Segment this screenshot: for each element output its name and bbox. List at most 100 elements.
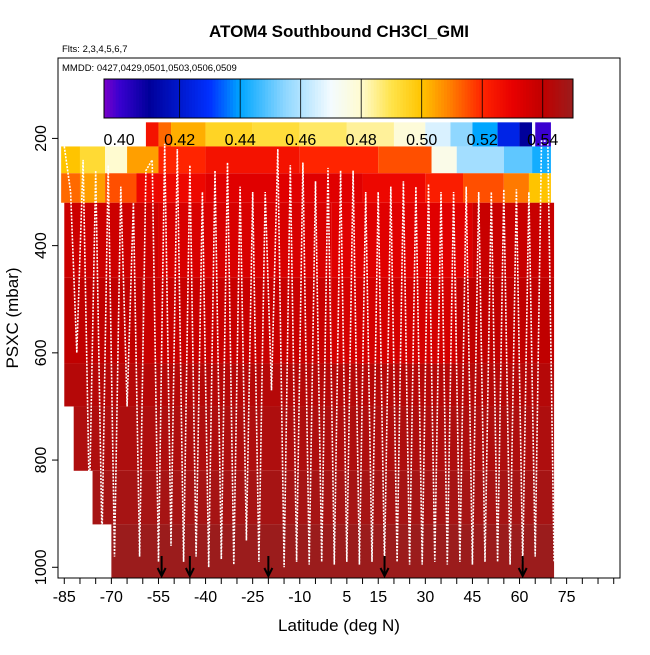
colorbar-swatch	[153, 79, 158, 118]
colorbar-swatch	[347, 79, 351, 118]
colorbar-frame	[103, 78, 574, 119]
colorbar-swatch	[511, 79, 515, 118]
colorbar-tick-label: 0.54	[527, 132, 558, 149]
colorbar-swatch	[476, 79, 480, 118]
heatmap-cell	[105, 146, 128, 174]
colorbar-swatch	[391, 79, 395, 118]
colorbar-swatch	[309, 79, 313, 118]
heatmap-cell	[299, 146, 379, 174]
colorbar-swatch	[300, 79, 304, 118]
colorbar-swatch	[194, 79, 199, 118]
colorbar-swatch	[335, 79, 339, 118]
x-tick-label: 60	[511, 589, 529, 606]
colorbar-swatch	[297, 79, 301, 118]
colorbar-swatch	[496, 79, 501, 118]
chart-title: ATOM4 Southbound CH3Cl_GMI	[209, 22, 469, 41]
colorbar-swatch	[282, 79, 287, 118]
heatmap-cell	[111, 524, 555, 578]
colorbar-swatch	[490, 79, 495, 118]
colorbar-swatch	[455, 79, 460, 118]
colorbar-swatch	[426, 79, 430, 118]
arrow-markers	[156, 556, 528, 579]
heatmap-cells	[61, 122, 555, 578]
y-tick-label: 1000	[33, 549, 50, 585]
colorbar-swatch	[265, 79, 269, 118]
colorbar-swatch	[356, 79, 360, 118]
colorbar-swatch	[353, 79, 357, 118]
x-tick-label: -10	[288, 589, 311, 606]
y-axis-label: PSXC (mbar)	[3, 267, 22, 368]
colorbar-swatch	[209, 79, 213, 118]
colorbar-swatch	[570, 79, 574, 118]
heatmap-cell	[205, 146, 300, 174]
colorbar-swatch	[429, 79, 433, 118]
colorbar-swatch	[482, 79, 486, 118]
colorbar-swatch	[452, 79, 457, 118]
colorbar-swatch	[259, 79, 263, 118]
colorbar-swatch	[505, 79, 509, 118]
colorbar-swatch	[376, 79, 380, 118]
x-tick-label: -40	[194, 589, 217, 606]
heatmap-cell	[61, 146, 80, 174]
colorbar-swatch	[485, 79, 489, 118]
colorbar-swatch	[291, 79, 295, 118]
colorbar-swatch	[104, 79, 108, 118]
colorbar-swatch	[561, 79, 565, 118]
heatmap-cell	[519, 122, 533, 147]
flight-profile-layer	[63, 140, 555, 568]
colorbar-swatch	[115, 79, 120, 118]
heatmap-cell	[205, 122, 253, 147]
colorbar-swatch	[218, 79, 222, 118]
colorbar-swatch	[370, 79, 375, 118]
x-axis-label: Latitude (deg N)	[278, 616, 400, 635]
colorbar-swatch	[121, 79, 125, 118]
colorbar-swatch	[253, 79, 257, 118]
colorbar-swatch	[350, 79, 354, 118]
colorbar-swatch	[329, 79, 334, 118]
colorbar-swatch	[531, 79, 536, 118]
heatmap-cell	[472, 122, 498, 147]
heatmap-cell	[450, 122, 473, 147]
heatmap-cell	[463, 173, 504, 203]
colorbar-swatch	[139, 79, 143, 118]
colorbar-swatch	[338, 79, 342, 118]
colorbar-tick-label: 0.50	[406, 132, 437, 149]
heatmap-cell	[497, 122, 520, 147]
colorbar-swatch	[394, 79, 398, 118]
colorbar-swatch	[473, 79, 477, 118]
colorbar-swatch	[112, 79, 117, 118]
colorbar-swatch	[288, 79, 292, 118]
colorbar-swatch	[171, 79, 175, 118]
y-axis: 200 400 600 800 1000	[33, 125, 58, 585]
colorbar-swatch	[221, 79, 225, 118]
colorbar-swatch	[315, 79, 319, 118]
heatmap-cell	[528, 173, 551, 203]
colorbar-swatch	[458, 79, 463, 118]
y-tick-label: 800	[33, 447, 50, 474]
colorbar-swatch	[174, 79, 178, 118]
colorbar-swatch	[285, 79, 290, 118]
colorbar-swatch	[183, 79, 187, 118]
colorbar-swatch	[502, 79, 506, 118]
heatmap-cell	[425, 122, 451, 147]
colorbar-swatch	[537, 79, 542, 118]
colorbar-swatch	[271, 79, 275, 118]
colorbar-swatch	[276, 79, 281, 118]
heatmap-cell	[79, 173, 106, 203]
colorbar-swatch	[109, 79, 114, 118]
colorbar-swatch	[567, 79, 571, 118]
colorbar-swatch	[432, 79, 436, 118]
y-tick-label: 600	[33, 339, 50, 366]
colorbar-swatch	[444, 79, 448, 118]
colorbar-swatch	[552, 79, 556, 118]
colorbar-swatch	[388, 79, 392, 118]
heatmap-cell	[79, 146, 106, 174]
colorbar-swatch	[312, 79, 316, 118]
arrow-marker	[156, 567, 167, 579]
colorbar-swatch	[420, 79, 424, 118]
x-tick-label: -70	[100, 589, 123, 606]
heatmap-cell	[158, 146, 206, 174]
colorbar-swatch	[529, 79, 533, 118]
colorbar-swatch	[514, 79, 518, 118]
